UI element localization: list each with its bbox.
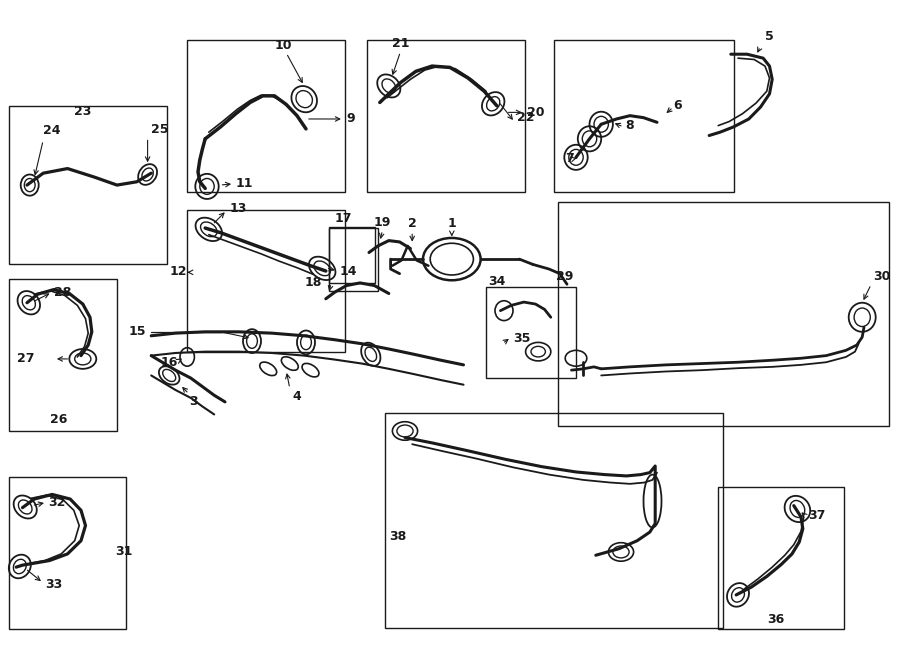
Bar [486, 287, 576, 378]
Text: 38: 38 [389, 530, 406, 543]
Text: 34: 34 [488, 274, 505, 288]
Text: 36: 36 [767, 613, 785, 626]
Text: 35: 35 [513, 332, 530, 345]
Text: 16: 16 [161, 356, 178, 369]
Text: 23: 23 [74, 104, 92, 118]
Bar [9, 106, 166, 264]
Text: 13: 13 [230, 202, 247, 215]
Text: 18: 18 [305, 276, 322, 290]
Text: 19: 19 [374, 215, 392, 229]
Text: 6: 6 [673, 99, 682, 112]
Text: 29: 29 [556, 270, 573, 283]
Text: 12: 12 [170, 264, 187, 278]
Text: 31: 31 [115, 545, 132, 559]
Bar [385, 413, 723, 628]
Text: 9: 9 [346, 112, 356, 126]
Text: 2: 2 [408, 217, 417, 230]
Bar [9, 477, 126, 629]
Bar [9, 279, 117, 431]
Text: 20: 20 [526, 106, 544, 119]
Bar [558, 202, 889, 426]
Bar [718, 487, 844, 629]
Text: 14: 14 [339, 264, 356, 278]
Bar [328, 228, 378, 291]
Bar [187, 40, 345, 192]
Text: 8: 8 [626, 119, 634, 132]
Text: 24: 24 [43, 124, 60, 137]
Bar [554, 40, 734, 192]
Bar [187, 210, 345, 352]
Text: 10: 10 [274, 38, 292, 52]
Text: 1: 1 [447, 217, 456, 230]
Bar [367, 40, 525, 192]
Text: 26: 26 [50, 413, 68, 426]
Text: 25: 25 [151, 122, 168, 136]
Text: 28: 28 [54, 286, 71, 299]
Text: 5: 5 [765, 30, 774, 43]
Text: 15: 15 [129, 325, 146, 338]
Text: 32: 32 [49, 496, 66, 509]
Text: 4: 4 [292, 390, 302, 403]
Text: 7: 7 [565, 152, 574, 165]
Text: 33: 33 [45, 578, 62, 591]
Text: 21: 21 [392, 37, 410, 50]
Text: 22: 22 [518, 111, 535, 124]
Text: 37: 37 [808, 509, 825, 522]
Text: 27: 27 [17, 352, 34, 366]
Bar [328, 227, 375, 283]
Text: 30: 30 [873, 270, 890, 283]
Text: 17: 17 [335, 212, 353, 225]
Text: 3: 3 [189, 395, 198, 408]
Text: 11: 11 [236, 177, 253, 190]
